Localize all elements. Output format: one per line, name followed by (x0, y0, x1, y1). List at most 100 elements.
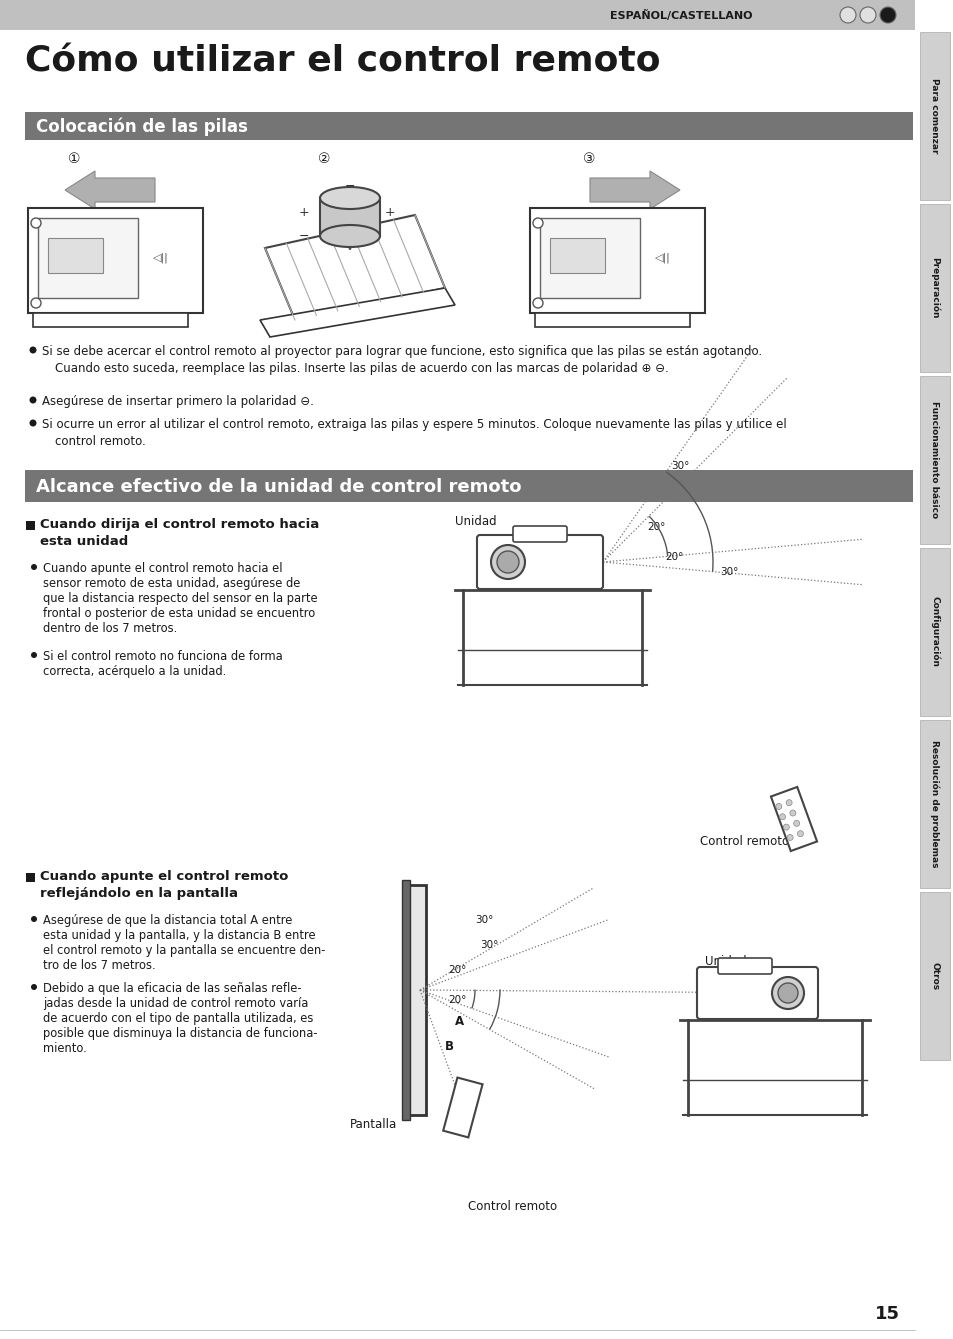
Circle shape (779, 814, 784, 819)
Circle shape (879, 7, 895, 23)
Text: +: + (298, 206, 309, 220)
Circle shape (491, 545, 524, 578)
FancyBboxPatch shape (697, 967, 817, 1019)
Polygon shape (265, 216, 444, 320)
Text: Preparación: Preparación (929, 257, 939, 319)
Bar (38, 218, 138, 299)
Text: sensor remoto de esta unidad, asegúrese de: sensor remoto de esta unidad, asegúrese … (43, 577, 300, 590)
Text: ESPAÑOL/CASTELLANO: ESPAÑOL/CASTELLANO (609, 9, 752, 20)
Circle shape (786, 834, 792, 841)
Circle shape (797, 830, 802, 837)
Text: Si se debe acercar el control remoto al proyector para lograr que funcione, esto: Si se debe acercar el control remoto al … (42, 345, 761, 358)
Circle shape (859, 7, 875, 23)
Text: Colocación de las pilas: Colocación de las pilas (36, 118, 248, 137)
Text: Configuración: Configuración (929, 596, 939, 668)
Text: Unidad: Unidad (455, 516, 497, 528)
Circle shape (30, 396, 36, 403)
Circle shape (30, 564, 37, 570)
Text: frontal o posterior de esta unidad se encuentro: frontal o posterior de esta unidad se en… (43, 607, 314, 620)
Text: Cuando apunte el control remoto: Cuando apunte el control remoto (40, 870, 288, 882)
Text: reflejándolo en la pantalla: reflejándolo en la pantalla (40, 886, 237, 900)
Text: +: + (384, 206, 395, 220)
Bar (401, 880, 410, 1119)
Text: Control remoto: Control remoto (468, 1200, 557, 1213)
Text: A: A (455, 1015, 464, 1028)
Circle shape (793, 821, 799, 826)
Text: 30°: 30° (479, 940, 497, 949)
Text: tro de los 7 metros.: tro de los 7 metros. (43, 959, 155, 972)
Ellipse shape (319, 187, 379, 209)
Circle shape (533, 218, 542, 228)
Text: Si ocurre un error al utilizar el control remoto, extraiga las pilas y espere 5 : Si ocurre un error al utilizar el contro… (42, 418, 786, 431)
Bar (0, 0, 914, 29)
Circle shape (30, 916, 37, 923)
Text: posible que disminuya la distancia de funciona-: posible que disminuya la distancia de fu… (43, 1027, 317, 1040)
Circle shape (789, 810, 795, 815)
Polygon shape (260, 288, 455, 337)
Bar (25, 470, 912, 502)
Ellipse shape (319, 225, 379, 246)
Text: Cuando esto suceda, reemplace las pilas. Inserte las pilas de acuerdo con las ma: Cuando esto suceda, reemplace las pilas.… (55, 362, 668, 375)
Bar (919, 376, 949, 544)
Polygon shape (65, 171, 154, 209)
Text: −: − (344, 179, 355, 193)
Circle shape (771, 977, 803, 1010)
Text: Debido a que la eficacia de las señalas refle-: Debido a que la eficacia de las señalas … (43, 981, 301, 995)
Text: Resolución de problemas: Resolución de problemas (929, 740, 939, 868)
Circle shape (30, 347, 36, 353)
Circle shape (785, 799, 791, 806)
FancyBboxPatch shape (476, 536, 602, 589)
Text: control remoto.: control remoto. (55, 435, 146, 449)
Text: B: B (444, 1040, 454, 1052)
Text: ②: ② (317, 153, 330, 166)
FancyBboxPatch shape (718, 957, 771, 973)
Bar (48, 238, 103, 273)
Bar (26, 521, 35, 530)
Text: que la distancia respecto del sensor en la parte: que la distancia respecto del sensor en … (43, 592, 317, 605)
Polygon shape (770, 787, 816, 852)
Text: Cómo utilizar el control remoto: Cómo utilizar el control remoto (25, 46, 659, 79)
Text: Asegúrese de insertar primero la polaridad ⊖.: Asegúrese de insertar primero la polarid… (42, 395, 314, 408)
Text: ③: ③ (582, 153, 595, 166)
Text: esta unidad: esta unidad (40, 536, 128, 548)
Bar (539, 218, 639, 299)
Text: 20°: 20° (647, 522, 665, 532)
FancyBboxPatch shape (513, 526, 566, 542)
Text: 30°: 30° (475, 915, 493, 925)
Text: −: − (298, 229, 309, 242)
Polygon shape (443, 1078, 482, 1137)
Polygon shape (589, 171, 679, 209)
Bar (25, 112, 912, 141)
Circle shape (30, 652, 37, 657)
Text: de acuerdo con el tipo de pantalla utilizada, es: de acuerdo con el tipo de pantalla utili… (43, 1012, 313, 1024)
Text: 30°: 30° (670, 462, 688, 471)
Bar (319, 198, 379, 236)
Text: Cuando apunte el control remoto hacia el: Cuando apunte el control remoto hacia el (43, 562, 282, 574)
Circle shape (497, 552, 518, 573)
Text: Si el control remoto no funciona de forma: Si el control remoto no funciona de form… (43, 649, 282, 663)
Text: 20°: 20° (448, 995, 466, 1006)
Text: 20°: 20° (664, 552, 682, 562)
Text: ①: ① (68, 153, 80, 166)
Text: miento.: miento. (43, 1042, 87, 1055)
Bar (919, 32, 949, 200)
Bar (408, 885, 426, 1115)
Bar (919, 548, 949, 716)
Text: Para comenzar: Para comenzar (929, 78, 939, 154)
Bar (28, 208, 203, 313)
Bar (919, 892, 949, 1060)
Text: correcta, acérquelo a la unidad.: correcta, acérquelo a la unidad. (43, 665, 226, 678)
Bar (550, 238, 604, 273)
Circle shape (778, 983, 797, 1003)
Circle shape (775, 803, 781, 810)
Text: Cuando dirija el control remoto hacia: Cuando dirija el control remoto hacia (40, 518, 319, 532)
Circle shape (782, 823, 788, 830)
Text: Unidad: Unidad (704, 955, 746, 968)
Bar (26, 873, 35, 882)
Text: 20°: 20° (448, 965, 466, 975)
Text: ◁||: ◁|| (152, 253, 169, 264)
Text: Funcionamiento básico: Funcionamiento básico (929, 402, 939, 518)
Circle shape (30, 299, 41, 308)
Text: Alcance efectivo de la unidad de control remoto: Alcance efectivo de la unidad de control… (36, 478, 521, 495)
Text: jadas desde la unidad de control remoto varía: jadas desde la unidad de control remoto … (43, 998, 308, 1010)
